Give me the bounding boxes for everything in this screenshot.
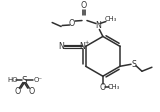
Text: O: O xyxy=(69,19,75,28)
Text: O⁻: O⁻ xyxy=(34,77,43,83)
Text: CH₃: CH₃ xyxy=(105,16,117,22)
Text: N: N xyxy=(58,42,64,51)
Text: +: + xyxy=(84,40,88,45)
Text: N: N xyxy=(95,21,101,30)
Text: O: O xyxy=(100,83,106,92)
Text: CH₃: CH₃ xyxy=(108,84,120,90)
Text: O: O xyxy=(14,87,20,96)
Text: S: S xyxy=(132,60,136,69)
Text: N: N xyxy=(80,42,86,51)
Text: S: S xyxy=(21,76,27,85)
Text: O: O xyxy=(81,1,87,10)
Text: HO: HO xyxy=(7,77,18,83)
Text: O: O xyxy=(28,87,34,96)
